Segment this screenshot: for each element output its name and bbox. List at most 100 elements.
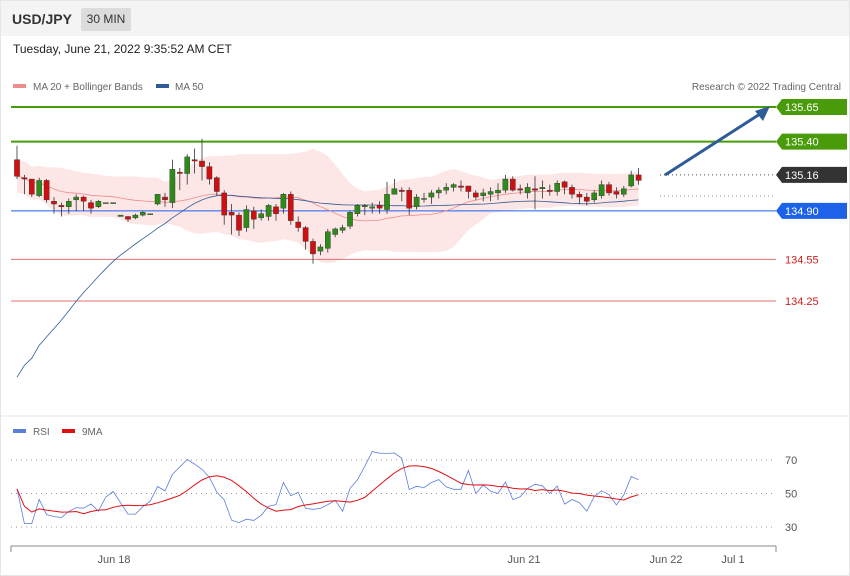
candle — [273, 204, 279, 221]
candle — [154, 194, 161, 206]
bollinger-band — [17, 148, 639, 264]
candle — [443, 183, 450, 195]
candle — [258, 209, 265, 221]
candle — [317, 244, 324, 256]
rsi-grid: 70 50 30 — [11, 455, 797, 534]
x-tick-label: Jun 18 — [97, 554, 130, 566]
level-label-135.65: 135.65 — [785, 102, 819, 114]
x-axis: Jun 18 Jun 21 Jun 22 Jul 1 — [10, 545, 777, 566]
forecast-arrow-head — [755, 106, 770, 121]
candle — [635, 167, 642, 185]
candle — [162, 192, 168, 207]
candle — [428, 190, 435, 204]
candle — [139, 210, 146, 217]
candle — [554, 180, 560, 196]
candle — [621, 185, 627, 198]
candle — [376, 201, 383, 214]
rsi-lines — [16, 451, 639, 524]
candle — [584, 192, 590, 206]
rsi-tick-label: 30 — [785, 522, 797, 534]
candle — [288, 191, 294, 225]
candle — [295, 216, 302, 232]
current-price-tag — [776, 166, 847, 183]
candle — [547, 184, 553, 196]
candle — [399, 187, 405, 202]
current-price-label: 135.16 — [785, 170, 819, 182]
level-label-134.90: 134.90 — [785, 206, 819, 218]
candle — [421, 192, 427, 203]
level-tag-135.40 — [776, 133, 847, 150]
candle — [102, 202, 109, 204]
candle — [236, 212, 242, 236]
level-label-135.40: 135.40 — [785, 137, 819, 149]
ma50-legend-label: MA 50 — [175, 82, 204, 93]
rsi-tick-label: 50 — [785, 489, 797, 501]
candle — [332, 227, 339, 238]
candle — [110, 202, 116, 204]
candle — [221, 190, 228, 225]
candle — [265, 204, 272, 221]
candle — [369, 202, 376, 214]
candle — [465, 185, 472, 199]
candle — [29, 178, 35, 198]
candle — [213, 176, 220, 196]
candle — [65, 198, 72, 214]
rsi-line — [16, 451, 639, 524]
x-tick-label: Jul 1 — [721, 554, 744, 566]
candle — [125, 216, 131, 223]
candle — [132, 213, 139, 220]
candle — [524, 183, 531, 199]
candle — [473, 190, 479, 200]
candle — [206, 162, 213, 185]
candle — [95, 199, 102, 209]
rsi-ma-line — [16, 465, 639, 515]
interval-button[interactable]: 30 MIN — [81, 8, 131, 31]
candle — [176, 167, 183, 191]
candle — [450, 183, 457, 192]
candle — [184, 154, 191, 185]
ma20-legend-swatch — [13, 84, 26, 88]
candle — [510, 176, 516, 192]
rsi-legend-swatch — [13, 429, 26, 433]
timestamp: Tuesday, June 21, 2022 9:35:52 AM CET — [13, 42, 232, 56]
candle — [302, 226, 309, 250]
candle — [88, 199, 94, 214]
level-label-134.25: 134.25 — [785, 296, 819, 308]
candle — [487, 187, 494, 202]
candle — [14, 145, 20, 180]
candles — [14, 138, 642, 264]
level-labels: 135.65 135.40 134.90 134.55 134.25 135.16 — [776, 99, 847, 308]
rsi-tick-label: 70 — [785, 455, 797, 467]
forecast-arrow — [664, 106, 770, 177]
candle — [458, 180, 464, 192]
level-tag-135.65 — [776, 99, 847, 115]
candle — [480, 188, 487, 202]
candle — [591, 190, 597, 203]
candle — [58, 202, 65, 217]
candle — [436, 187, 442, 199]
x-tick-label: Jun 21 — [507, 554, 540, 566]
candle — [384, 181, 390, 214]
candle — [250, 206, 257, 229]
level-label-134.55: 134.55 — [785, 254, 819, 266]
candle — [147, 213, 154, 215]
forecast-arrow-shaft — [664, 112, 761, 177]
candle — [73, 194, 79, 211]
candle — [561, 180, 568, 195]
candle — [51, 197, 57, 214]
level-lines — [11, 106, 776, 302]
candle — [325, 228, 331, 253]
candle — [406, 187, 413, 216]
ma20-legend-label: MA 20 + Bollinger Bands — [33, 82, 143, 93]
candle — [598, 180, 605, 199]
candle — [347, 210, 353, 229]
x-tick-label: Jun 22 — [649, 554, 682, 566]
candle — [354, 204, 361, 217]
candle — [517, 184, 523, 195]
candle — [628, 170, 634, 188]
candle — [191, 148, 198, 174]
symbol-label: USD/JPY — [12, 11, 72, 27]
candle — [362, 204, 368, 216]
candle — [391, 179, 398, 195]
